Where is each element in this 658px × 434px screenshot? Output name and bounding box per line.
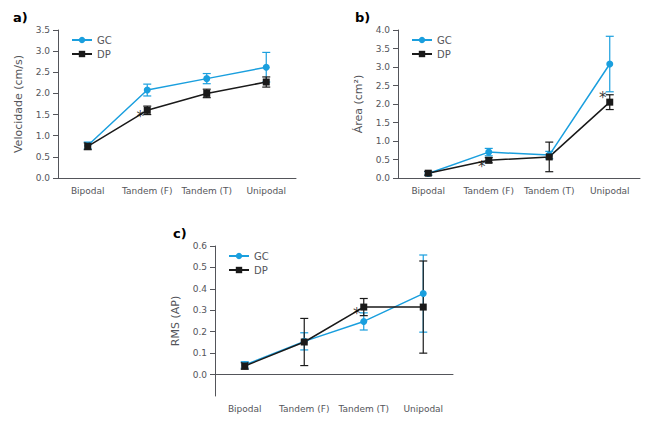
svg-text:Tandem (T): Tandem (T) (523, 186, 575, 196)
svg-text:3.0: 3.0 (376, 62, 391, 72)
svg-text:Unipodal: Unipodal (590, 186, 630, 196)
svg-text:DP: DP (254, 265, 268, 276)
svg-text:Tandem (T): Tandem (T) (337, 404, 389, 414)
svg-text:3.5: 3.5 (36, 25, 50, 35)
svg-text:DP: DP (437, 49, 451, 60)
svg-text:Velocidade (cm/s): Velocidade (cm/s) (12, 55, 25, 153)
svg-text:1.5: 1.5 (36, 110, 50, 120)
svg-text:GC: GC (437, 35, 452, 46)
svg-text:0.0: 0.0 (193, 370, 208, 380)
svg-text:c): c) (173, 226, 187, 241)
svg-text:Tandem (T): Tandem (T) (180, 186, 232, 196)
svg-text:1.0: 1.0 (36, 131, 51, 141)
svg-text:Tandem (F): Tandem (F) (121, 186, 172, 196)
svg-text:2.0: 2.0 (376, 99, 391, 109)
svg-text:0.0: 0.0 (36, 173, 51, 183)
svg-text:Tandem (F): Tandem (F) (463, 186, 514, 196)
svg-text:GC: GC (254, 251, 269, 262)
svg-text:2.0: 2.0 (36, 88, 51, 98)
svg-text:Bipodal: Bipodal (411, 186, 445, 196)
svg-text:2.5: 2.5 (36, 67, 50, 77)
svg-text:2.5: 2.5 (376, 81, 390, 91)
svg-text:Bipodal: Bipodal (228, 404, 262, 414)
svg-text:0.2: 0.2 (193, 327, 207, 337)
svg-text:Tandem (F): Tandem (F) (278, 404, 329, 414)
svg-text:0.6: 0.6 (193, 241, 208, 251)
svg-text:3.0: 3.0 (36, 46, 51, 56)
svg-text:*: * (353, 305, 361, 323)
svg-text:DP: DP (97, 49, 111, 60)
svg-text:Área (cm²): Área (cm²) (352, 75, 365, 134)
svg-text:0.5: 0.5 (193, 262, 207, 272)
svg-text:Unipodal: Unipodal (403, 404, 443, 414)
svg-text:1.5: 1.5 (376, 118, 390, 128)
svg-text:3.5: 3.5 (376, 44, 390, 54)
svg-text:0.4: 0.4 (193, 284, 208, 294)
svg-text:4.0: 4.0 (376, 25, 391, 35)
svg-text:*: * (599, 89, 607, 107)
svg-text:0.3: 0.3 (193, 305, 207, 315)
svg-text:*: * (478, 158, 486, 176)
svg-text:*: * (137, 108, 145, 126)
svg-text:0.5: 0.5 (36, 152, 50, 162)
svg-text:0.5: 0.5 (376, 155, 390, 165)
svg-text:a): a) (13, 10, 28, 25)
svg-text:GC: GC (97, 35, 112, 46)
svg-text:1.0: 1.0 (376, 136, 391, 146)
svg-text:b): b) (355, 10, 370, 25)
svg-text:Unipodal: Unipodal (246, 186, 286, 196)
svg-text:Bipodal: Bipodal (71, 186, 105, 196)
svg-text:0.1: 0.1 (193, 348, 207, 358)
svg-text:0.0: 0.0 (376, 173, 391, 183)
svg-text:RMS (AP): RMS (AP) (169, 296, 182, 346)
